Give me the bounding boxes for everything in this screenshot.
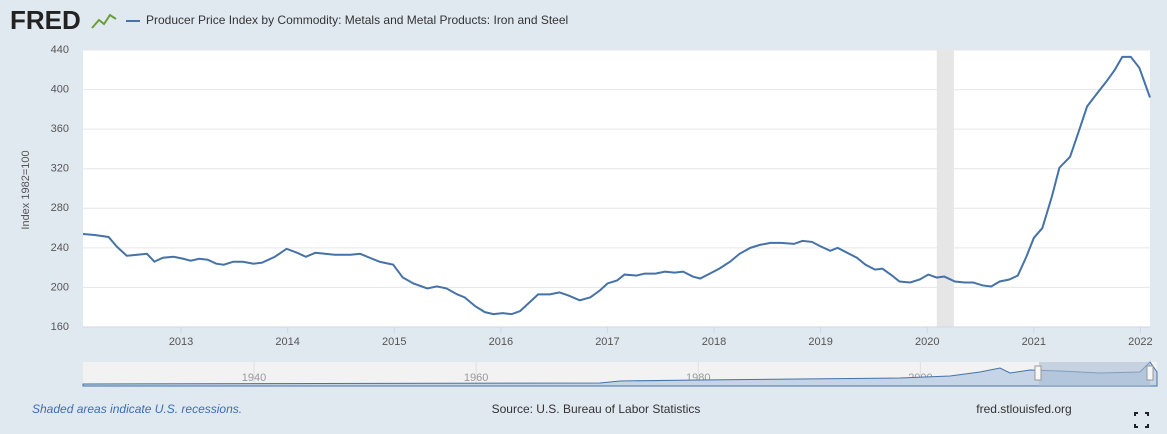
source: Source: U.S. Bureau of Labor Statistics [492,402,701,416]
x-tick-label: 2014 [275,336,299,348]
y-tick-label: 160 [51,321,69,333]
navigator-window[interactable] [1039,362,1150,386]
logo-icon [91,13,117,29]
navigator-handle[interactable] [1034,365,1042,381]
series-line [82,55,1151,316]
x-tick-label: 2016 [489,336,513,348]
navigator-handle[interactable] [1146,365,1154,381]
y-tick-label: 360 [51,123,69,135]
y-tick-label: 400 [51,83,69,95]
y-tick-label: 240 [51,242,69,254]
y-tick-label: 320 [51,163,69,175]
x-tick-label: 2013 [169,336,193,348]
x-tick-label: 2019 [808,336,832,348]
x-tick-label: 2015 [382,336,406,348]
x-tick-label: 2017 [595,336,619,348]
x-tick-label: 2021 [1022,336,1046,348]
x-tick-label: 2020 [915,336,939,348]
fullscreen-icon[interactable] [1134,412,1149,428]
y-tick-label: 440 [51,44,69,56]
y-tick-label: 280 [51,202,69,214]
recession-note: Shaded areas indicate U.S. recessions. [32,402,242,416]
x-tick-label: 2018 [702,336,726,348]
logo: FRED [10,5,81,35]
y-tick-label: 200 [51,281,69,293]
legend-label: Producer Price Index by Commodity: Metal… [146,13,568,27]
recession-band [936,50,954,327]
y-axis-label: Index 1982=100 [20,150,32,229]
site: fred.stlouisfed.org [976,402,1071,416]
x-tick-label: 2022 [1128,336,1152,348]
